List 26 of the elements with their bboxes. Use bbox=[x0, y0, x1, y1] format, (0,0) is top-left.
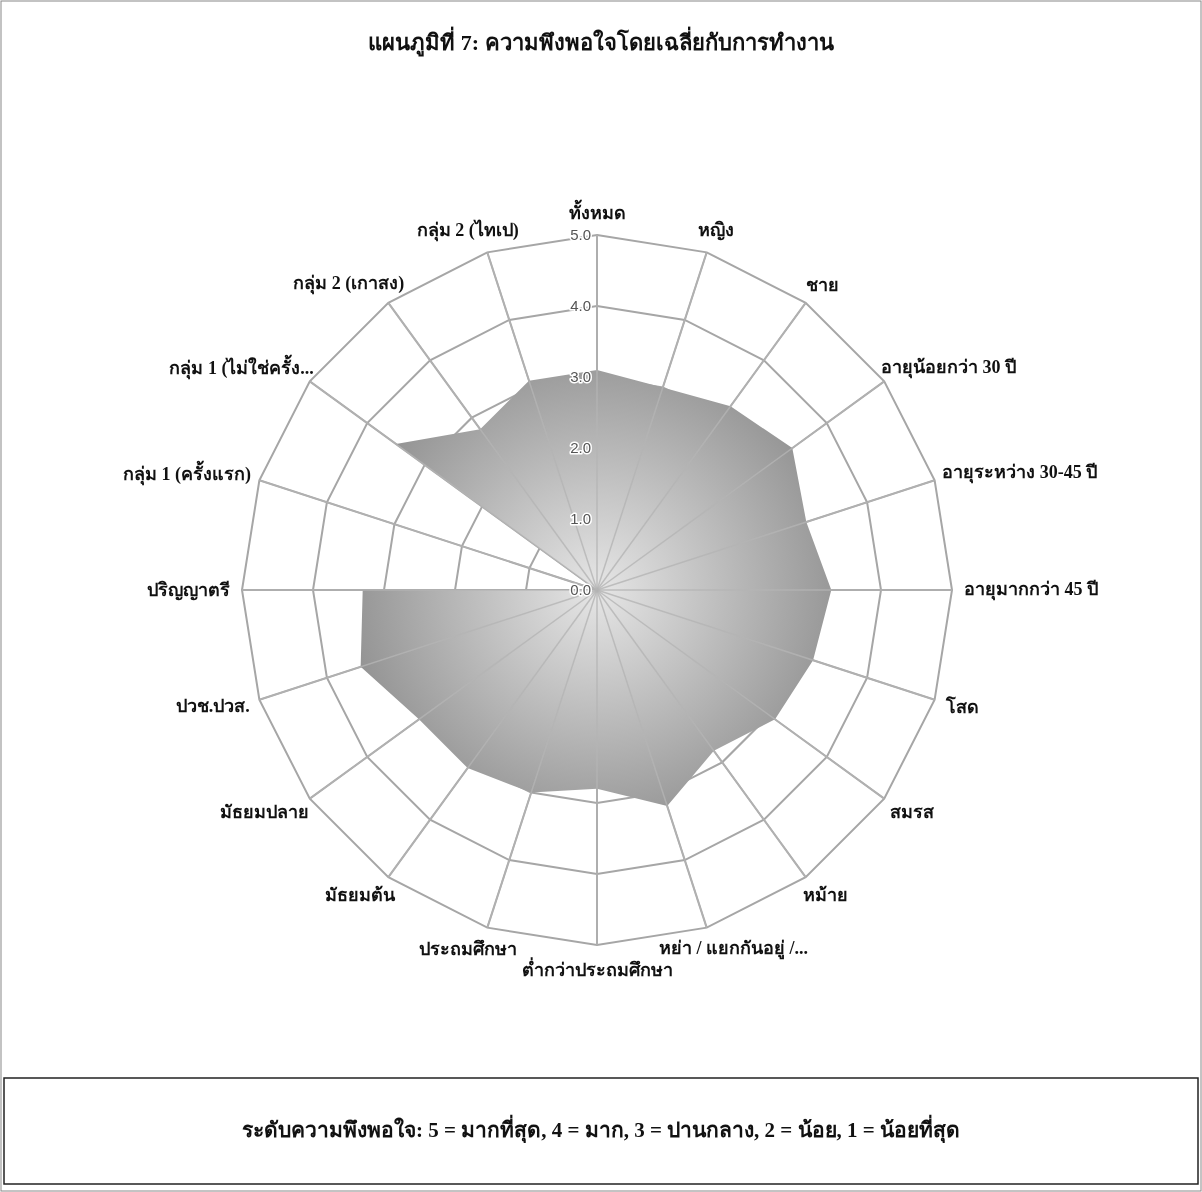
spoke-label: กลุ่ม 1 (ไม่ใช่ครั้ง... bbox=[169, 353, 314, 380]
spoke-label: อายุระหว่าง 30-45 ปี bbox=[942, 462, 1098, 485]
spoke-label: ประถมศึกษา bbox=[419, 938, 518, 959]
spoke-label: กลุ่ม 2 (เกาสง) bbox=[293, 273, 405, 296]
spoke-label: ชาย bbox=[805, 275, 839, 295]
spoke-label: อายุมากกว่า 45 ปี bbox=[964, 579, 1098, 601]
spoke-label: มัธยมปลาย bbox=[219, 801, 309, 822]
spoke-label: สมรส bbox=[890, 801, 936, 822]
y-tick-label: 5.0 bbox=[570, 226, 591, 243]
text: ระดับความพึงพอใจ: 5 = มากที่สุด, 4 = มาก, 3 = ปานกลาง, 2 = น้อย, 1 = น้อยที่สุด bbox=[241, 1114, 961, 1144]
spoke-label: ปวช.ปวส. bbox=[175, 696, 250, 717]
spoke-label: หม้าย bbox=[803, 885, 849, 905]
y-tick-label: 0.0 bbox=[570, 581, 591, 598]
y-tick-label: 4.0 bbox=[570, 297, 591, 314]
chart-title: แผนภูมิที่ 7: ความพึงพอใจโดยเฉลี่ยกับการทำงาน bbox=[368, 26, 834, 57]
spoke-label: ทั้งหมด bbox=[568, 199, 626, 223]
spoke-label: โสด bbox=[944, 696, 979, 718]
y-tick-label: 2.0 bbox=[570, 439, 591, 456]
spoke-label: มัธยมต้น bbox=[325, 885, 397, 905]
spoke-label: กลุ่ม 2 (ไทเป) bbox=[416, 218, 519, 242]
spoke-label: อายุน้อยกว่า 30 ปี bbox=[881, 356, 1017, 379]
y-tick-label: 1.0 bbox=[570, 510, 591, 527]
spoke-label: กลุ่ม 1 (ครั้งแรก) bbox=[123, 459, 252, 486]
spoke-label: ปริญญาตรี bbox=[147, 579, 230, 601]
y-tick-label: 3.0 bbox=[570, 368, 591, 385]
spoke-label: หญิง bbox=[697, 220, 734, 242]
